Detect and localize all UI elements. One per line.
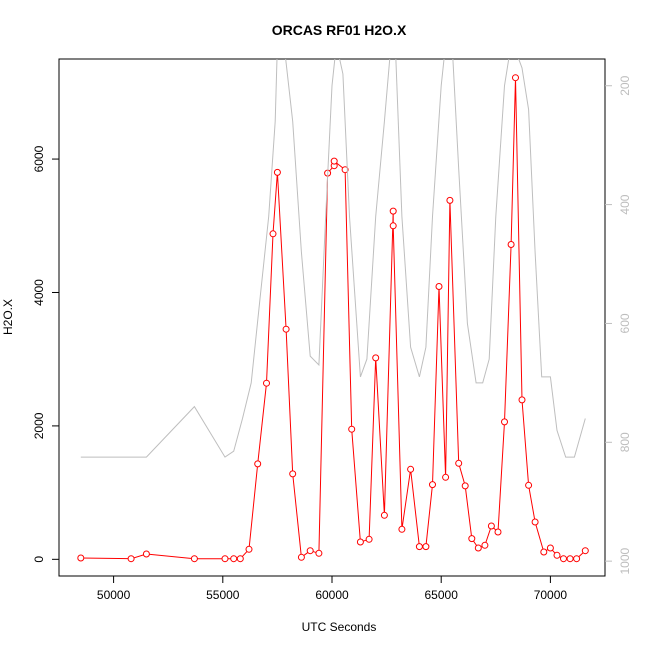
data-point bbox=[501, 418, 508, 426]
x-tick-label: 55000 bbox=[206, 588, 240, 602]
data-point bbox=[422, 543, 430, 551]
data-point bbox=[282, 325, 290, 333]
y-tick-label: 4000 bbox=[32, 279, 46, 306]
data-point bbox=[306, 547, 314, 555]
data-point bbox=[230, 555, 238, 563]
data-point bbox=[494, 528, 502, 536]
y-axis-title: H2O.X bbox=[1, 299, 15, 335]
x-tick-label: 65000 bbox=[425, 588, 459, 602]
plot-area bbox=[58, 58, 606, 577]
data-point bbox=[573, 555, 581, 563]
data-point bbox=[77, 554, 85, 562]
data-point bbox=[398, 525, 406, 533]
data-point bbox=[330, 157, 338, 165]
data-point bbox=[442, 473, 450, 481]
secondary-series-line bbox=[80, 59, 586, 458]
data-point bbox=[236, 555, 244, 563]
y2-tick-label: 400 bbox=[618, 194, 632, 214]
data-point bbox=[560, 555, 567, 563]
data-point bbox=[380, 511, 388, 519]
data-point bbox=[142, 550, 150, 558]
y-tick-label: 0 bbox=[32, 556, 46, 563]
data-point bbox=[546, 544, 554, 552]
data-point bbox=[289, 470, 297, 478]
y2-tick-label: 200 bbox=[618, 75, 632, 95]
data-point bbox=[474, 544, 482, 552]
data-point bbox=[540, 548, 548, 556]
data-point bbox=[348, 425, 356, 433]
data-point bbox=[512, 74, 519, 82]
data-point bbox=[468, 535, 476, 543]
data-point bbox=[365, 535, 373, 543]
axes-layer: 50000 55000 60000 65000 70000 0 2000 4000 6000 20… bbox=[32, 75, 632, 602]
data-point bbox=[389, 207, 397, 215]
data-point bbox=[455, 459, 463, 467]
data-point bbox=[372, 354, 380, 362]
y2-tick-label: 800 bbox=[618, 432, 632, 452]
data-point bbox=[531, 518, 539, 526]
data-point bbox=[525, 481, 533, 489]
data-point bbox=[407, 465, 415, 473]
data-point bbox=[245, 545, 253, 553]
y2-tick-label: 1000 bbox=[618, 547, 632, 574]
data-point bbox=[127, 555, 135, 563]
h2o-series-line bbox=[80, 77, 586, 560]
data-point bbox=[263, 379, 270, 387]
data-point bbox=[415, 543, 423, 551]
data-point bbox=[507, 241, 515, 248]
x-tick-label: 50000 bbox=[97, 588, 131, 602]
data-point bbox=[341, 166, 349, 174]
series-layer bbox=[77, 59, 589, 563]
data-point bbox=[254, 460, 262, 468]
data-point bbox=[553, 551, 561, 559]
data-point bbox=[389, 222, 397, 230]
data-point bbox=[315, 549, 323, 557]
y-tick-label: 2000 bbox=[32, 412, 46, 439]
x-tick-label: 70000 bbox=[534, 588, 568, 602]
data-point bbox=[487, 522, 495, 530]
data-point bbox=[581, 547, 589, 555]
data-point bbox=[446, 196, 454, 204]
data-point bbox=[221, 555, 229, 563]
data-point bbox=[356, 538, 364, 546]
data-point bbox=[297, 553, 305, 561]
data-point bbox=[273, 168, 281, 176]
data-point bbox=[566, 555, 574, 563]
x-tick-label: 60000 bbox=[315, 588, 349, 602]
y-tick-label: 6000 bbox=[32, 145, 46, 172]
data-point bbox=[435, 283, 443, 290]
data-point bbox=[429, 481, 436, 489]
data-point bbox=[461, 482, 469, 490]
chart-title: ORCAS RF01 H2O.X bbox=[272, 22, 407, 38]
data-point bbox=[518, 396, 526, 404]
x-axis-title: UTC Seconds bbox=[302, 620, 377, 634]
y2-tick-label: 600 bbox=[618, 313, 632, 333]
data-point bbox=[481, 541, 489, 549]
data-point bbox=[269, 230, 277, 238]
data-point bbox=[190, 555, 198, 563]
